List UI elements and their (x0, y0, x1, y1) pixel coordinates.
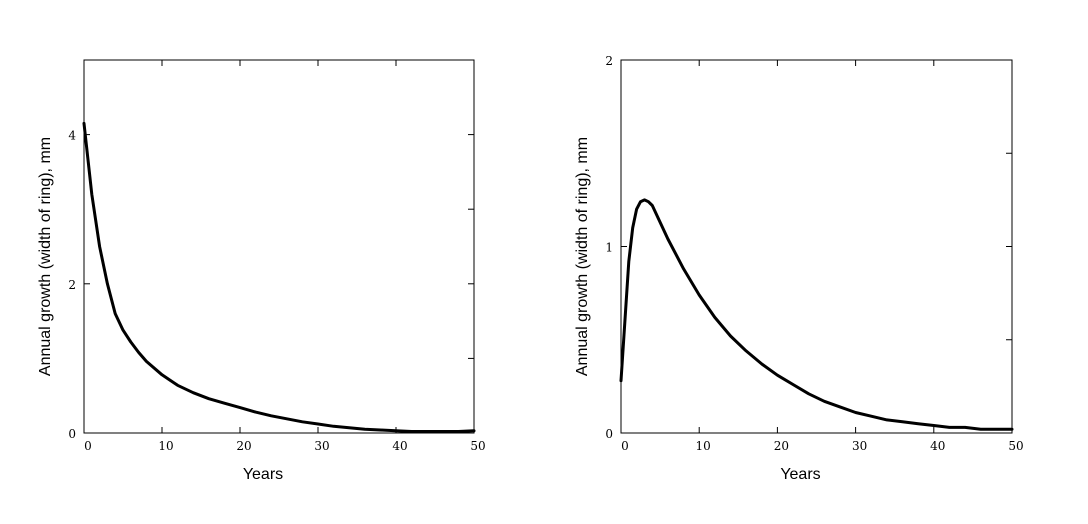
x-tick-label: 30 (852, 439, 867, 453)
x-axis-title: Years (780, 466, 820, 483)
y-axis-title: Annual growth (width of ring), mm (574, 137, 591, 376)
chart-panel-left: 0 10 20 30 40 50 0 2 4 Years Annual growth (width … (37, 59, 486, 483)
x-tick-label: 40 (930, 439, 945, 453)
series-line (82, 121, 476, 433)
x-tick-label: 10 (158, 439, 173, 453)
y-tick-label: 1 (605, 241, 613, 255)
x-tick-label: 20 (774, 439, 789, 453)
series-line (619, 198, 1014, 431)
x-tick-label: 50 (1008, 439, 1023, 453)
x-tick-label: 30 (314, 439, 329, 453)
y-tick-label: 0 (605, 427, 613, 441)
y-tick-label: 2 (605, 54, 613, 68)
x-tick-label: 50 (470, 439, 485, 453)
y-tick-label: 0 (68, 427, 76, 441)
y-tick-label: 4 (68, 129, 76, 143)
x-tick-label: 10 (696, 439, 711, 453)
x-tick-label: 0 (84, 439, 92, 453)
plot-frame (83, 59, 475, 434)
x-tick-label: 0 (621, 439, 629, 453)
chart-panel-right: 0 10 20 30 40 50 0 1 2 Years Annual growth (width … (574, 54, 1024, 483)
y-axis-title: Annual growth (width of ring), mm (37, 137, 54, 376)
x-tick-label: 40 (392, 439, 407, 453)
y-tick-label: 2 (68, 278, 76, 292)
x-axis-title: Years (243, 466, 283, 483)
plot-frame (620, 59, 1013, 434)
x-tick-label: 20 (236, 439, 251, 453)
